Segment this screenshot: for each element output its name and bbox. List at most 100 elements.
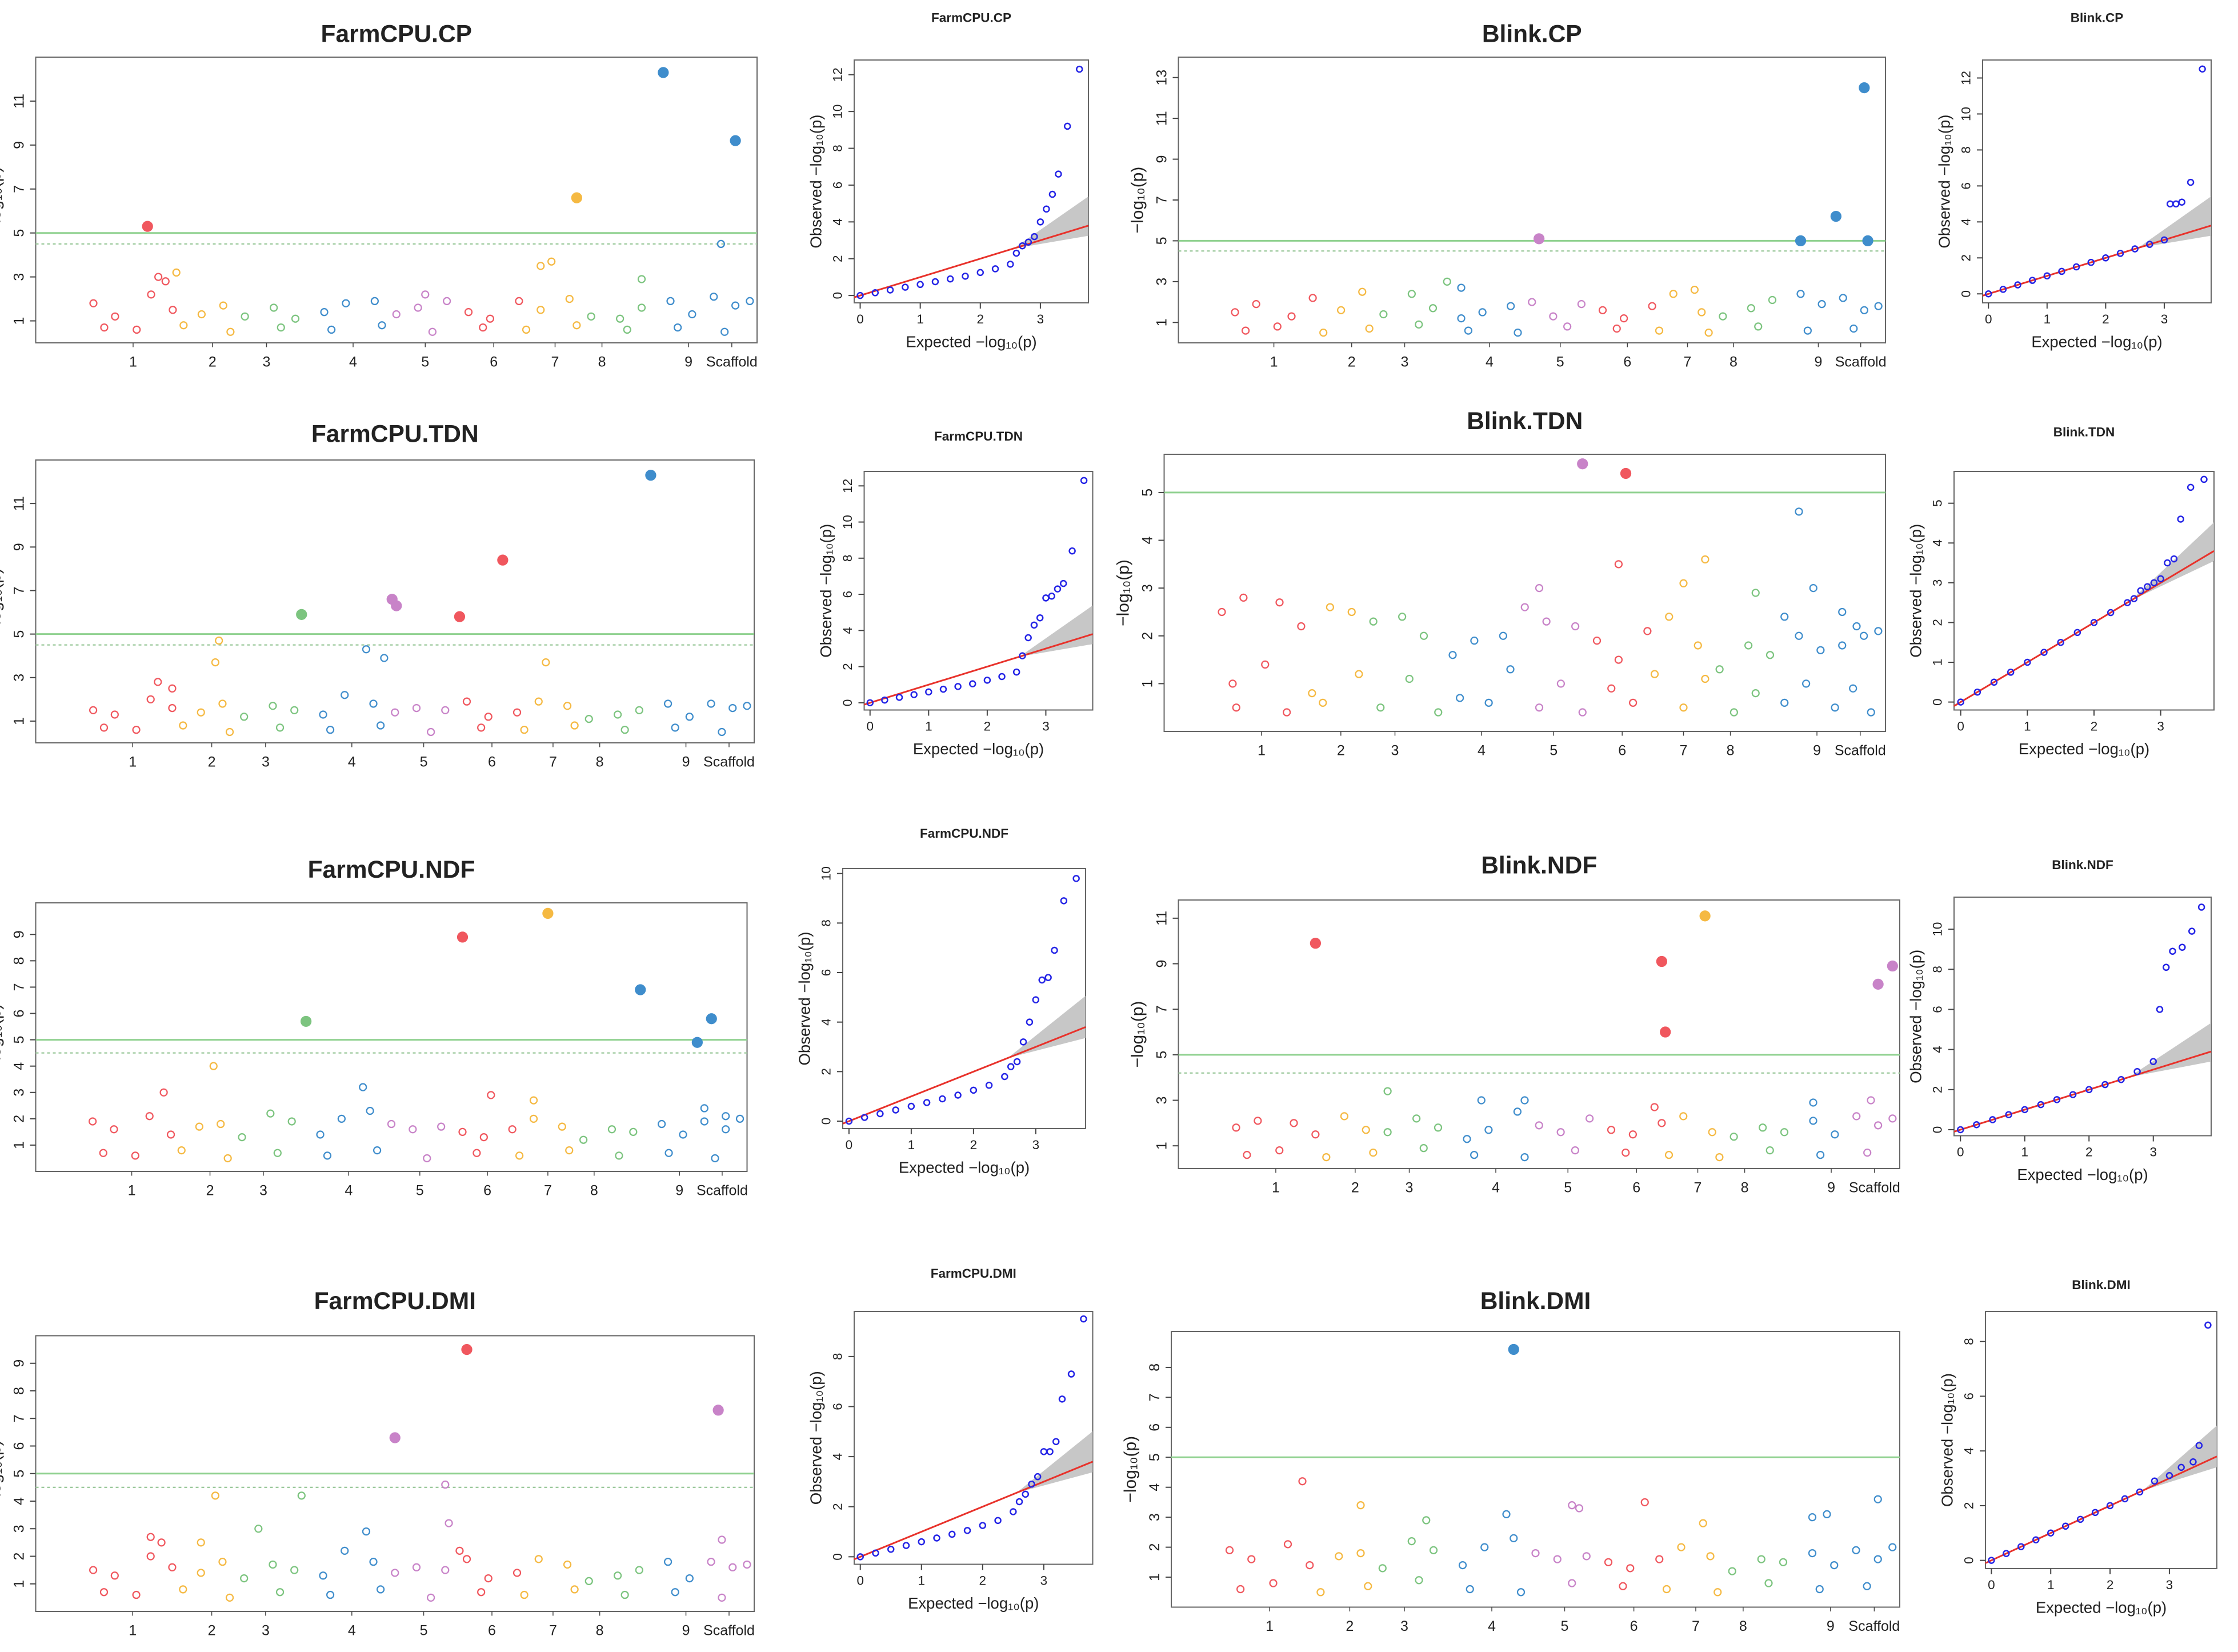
snp-point [1604, 1558, 1613, 1566]
qq-point [2037, 1101, 2045, 1109]
snp-point [534, 697, 543, 706]
snp-point [746, 297, 754, 306]
snp-point [671, 723, 679, 732]
y-tick-label: 6 [830, 182, 844, 189]
qq-point [1046, 1448, 1054, 1455]
chart-title: Blink.TDN [2053, 425, 2115, 439]
qq-point [2166, 200, 2174, 208]
qq-point [1068, 547, 1076, 555]
snp-point [1319, 329, 1328, 337]
qq-point [1054, 585, 1062, 593]
snp-point [369, 1558, 378, 1566]
snp-point [584, 714, 593, 723]
x-tick-label: 0 [1957, 1145, 1964, 1159]
snp-point [613, 1571, 622, 1580]
snp-point [1628, 1130, 1637, 1139]
snp-point [1484, 1126, 1493, 1134]
x-tick-label: 8 [1727, 743, 1735, 759]
snp-point [1643, 627, 1652, 635]
qq-point [2117, 1076, 2125, 1083]
snp-point [462, 697, 471, 706]
snp-point [211, 1491, 220, 1500]
snp-point [1690, 286, 1699, 294]
snp-point [1873, 1555, 1882, 1563]
x-tick-label: 6 [488, 754, 496, 770]
snp-point [1860, 306, 1868, 314]
snp-point [168, 684, 177, 693]
y-tick-label: 4 [1147, 1483, 1163, 1491]
snp-point [558, 1122, 566, 1131]
snp-point [1888, 1543, 1897, 1551]
snp-point [1340, 1112, 1348, 1121]
snp-point [565, 1146, 574, 1155]
snp-point [273, 1149, 282, 1157]
x-tick-label: 7 [1680, 743, 1688, 759]
qq-point [2102, 254, 2109, 262]
snp-point [1355, 670, 1363, 678]
snp-point [1455, 694, 1464, 702]
qq-point [1015, 1498, 1023, 1506]
qq-point [998, 673, 1006, 681]
qq-point [1030, 621, 1038, 629]
snp-point [1578, 708, 1587, 717]
y-tick-label: 8 [819, 919, 833, 927]
y-tick-label: 3 [11, 674, 27, 682]
snp-point [369, 699, 378, 708]
y-tick-label: 4 [11, 1497, 27, 1505]
x-tick-label: Scaffold [1848, 1618, 1900, 1634]
plot-frame [1178, 57, 1886, 343]
snp-point [1780, 613, 1789, 621]
x-tick-label: 2 [984, 719, 991, 733]
snp-point [1514, 329, 1522, 337]
x-tick-label: 0 [856, 1573, 864, 1587]
plot-frame [1953, 896, 2212, 1137]
snp-point [269, 702, 277, 710]
qq-point [970, 1086, 978, 1094]
y-tick-label: 7 [11, 983, 27, 991]
y-axis-label: −log₁₀(p) [1128, 1001, 1147, 1068]
snp-point [1571, 622, 1580, 631]
reference-line [1953, 1050, 2212, 1133]
y-tick-label: 4 [830, 218, 844, 226]
y-tick-label: 0 [1930, 1126, 1944, 1134]
y-tick-label: 0 [1961, 1557, 1976, 1564]
y-tick-label: 1 [11, 1141, 27, 1149]
x-tick-label: 8 [598, 354, 606, 370]
y-tick-label: 1 [1147, 1573, 1163, 1581]
snp-point [1808, 1549, 1817, 1558]
snp-point [1830, 210, 1841, 222]
y-tick-label: 10 [819, 866, 833, 881]
snp-point [1815, 1585, 1824, 1594]
x-tick-label: 2 [977, 312, 984, 326]
y-tick-label: 4 [1959, 218, 1973, 226]
y-tick-label: 5 [1930, 499, 1944, 507]
snp-point [1398, 613, 1407, 621]
y-axis-label: Observed −log₁₀(p) [795, 932, 813, 1066]
reference-line [1985, 1455, 2217, 1564]
snp-point [1817, 300, 1826, 309]
y-tick-label: 8 [1147, 1363, 1163, 1371]
qq-point [2187, 178, 2195, 186]
y-tick-label: 3 [11, 1089, 27, 1097]
snp-point [728, 1563, 737, 1571]
x-tick-label: 1 [129, 754, 137, 770]
snp-point [133, 325, 141, 334]
snp-point [1520, 1096, 1529, 1105]
y-tick-label: 1 [1930, 659, 1944, 666]
snp-point [275, 723, 285, 732]
snp-point [1326, 603, 1334, 611]
snp-point [1780, 698, 1789, 707]
x-tick-label: 3 [262, 1623, 270, 1639]
qq-point [876, 1110, 884, 1118]
snp-point [1535, 584, 1544, 593]
qq-point [2160, 236, 2168, 244]
qq-point [948, 1530, 956, 1538]
x-tick-label: Scaffold [703, 754, 755, 770]
x-tick-label: 4 [348, 1623, 356, 1639]
snp-point [1556, 1128, 1565, 1137]
qq-point [1026, 1018, 1034, 1026]
x-tick-label: 3 [259, 1183, 267, 1199]
qq-point [2043, 272, 2051, 280]
snp-point [1648, 302, 1656, 310]
snp-point [1699, 1519, 1707, 1527]
